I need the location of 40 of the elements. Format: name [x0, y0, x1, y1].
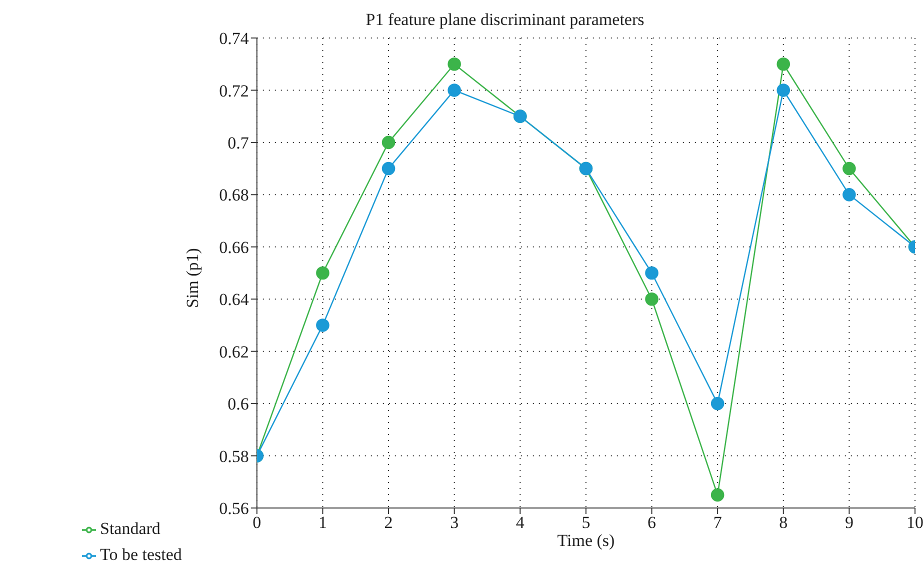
y-tick-label: 0.62: [219, 342, 249, 362]
point: [316, 266, 330, 280]
point: [448, 57, 461, 71]
x-tick-label: 9: [844, 513, 854, 532]
y-tick-label: 0.58: [219, 446, 249, 466]
point: [776, 57, 790, 71]
point: [382, 162, 396, 176]
y-tick-label: 0.7: [228, 133, 250, 152]
point: [842, 162, 856, 176]
chart-title: P1 feature plane discriminant parameters: [364, 10, 646, 30]
point: [645, 292, 658, 306]
y-tick-label: 0.6: [228, 394, 249, 414]
x-tick-label: 4: [516, 513, 525, 532]
y-tick-label: 0.64: [219, 290, 250, 310]
x-tick-label: 7: [713, 513, 722, 532]
y-tick-label: 0.68: [219, 186, 249, 205]
point: [842, 188, 856, 202]
x-tick-label: 10: [906, 513, 923, 532]
x-tick-label: 8: [779, 513, 788, 532]
x-tick-label: 6: [648, 513, 656, 532]
y-tick-label: 0.66: [219, 238, 249, 257]
point: [776, 84, 790, 97]
y-tick-label: 0.72: [219, 81, 249, 100]
legend-label: To be tested: [100, 545, 182, 564]
x-tick-label: 3: [450, 513, 459, 532]
point: [710, 488, 724, 502]
point: [382, 136, 396, 150]
x-axis-title: Time (s): [557, 531, 615, 550]
point: [710, 396, 724, 410]
y-tick-label: 0.56: [219, 499, 249, 518]
point: [316, 318, 330, 332]
y-tick-label: 0.74: [219, 29, 250, 48]
point: [645, 266, 658, 280]
legend-label: Standard: [100, 519, 160, 538]
point: [448, 84, 461, 97]
x-tick-label: 2: [384, 513, 393, 532]
y-axis-title: Sim (p1): [182, 248, 202, 308]
x-tick-label: 0: [252, 513, 262, 532]
x-tick-label: 5: [582, 513, 590, 532]
x-tick-label: 1: [318, 513, 327, 532]
